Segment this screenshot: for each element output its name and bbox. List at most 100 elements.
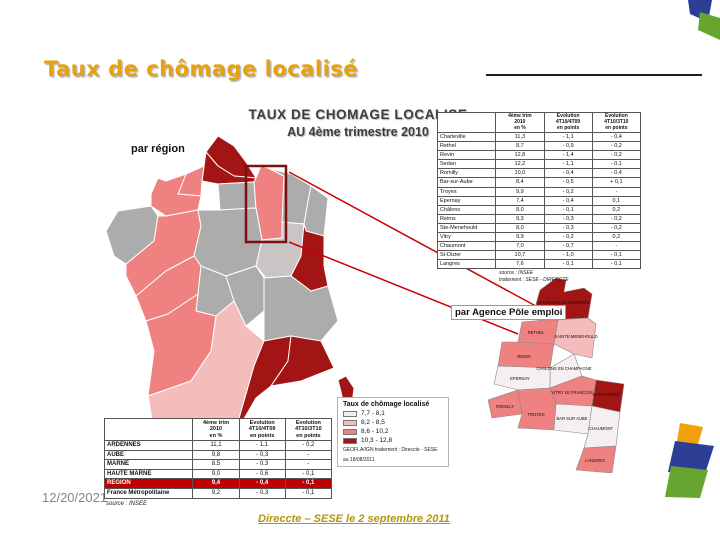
row-label: AUBE (103, 449, 194, 461)
row-value: - 0,4 (591, 132, 642, 143)
zone-label: SAINT-DIZIER (592, 392, 619, 397)
table-row: Romilly 10,0- 0,4- 0,4 (436, 168, 642, 179)
row-label: Chaumont (436, 240, 497, 251)
row-value: 9,9 (495, 231, 545, 242)
table-row: Bar-sur-Aube 8,4- 0,5 + 0,1 (436, 177, 642, 188)
table-row: Reims 9,3- 0,3- 0,2 (436, 213, 642, 224)
city-table-treatment: traitement : SESE - DIRECCTE (499, 276, 569, 283)
row-value: - 0,5 (543, 177, 593, 188)
row-value: - 0,1 (591, 249, 642, 260)
legend-label: 8,6 - 10,2 (361, 428, 389, 435)
region-basse-normandie (150, 173, 202, 217)
row-value: 9,3 (495, 213, 545, 224)
row-label: Bar-sur-Aube (436, 177, 497, 188)
row-value: - 0,2 (591, 150, 642, 161)
row-label: Châlons (436, 204, 497, 215)
table-row: Sedan 12,2- 1,1- 0,1 (436, 159, 642, 170)
page-title: Taux de chômage localisé (44, 57, 359, 81)
col-header: Evolution 4T10/3T10 en points (284, 418, 333, 441)
row-value: - 0,1 (543, 204, 593, 215)
table-row: Charleville 11,3- 1,1- 0,4 (436, 132, 642, 143)
row-value: 8,0 (495, 204, 545, 215)
slide-date: 12/20/2021 (42, 490, 108, 505)
table-row: REGION 9,4- 0,4- 0,1 (103, 478, 333, 489)
city-table-source: source : INSEE (499, 269, 534, 276)
table-row: AUBE 9,8- 0,3- (103, 449, 333, 461)
legend-item: 8,6 - 10,2 (343, 428, 444, 435)
region-logo (665, 423, 714, 498)
row-value: 7,0 (495, 240, 545, 251)
zone-epernay (493, 365, 551, 391)
col-header: 4ème trim 2010 en % (192, 418, 240, 441)
row-value: - 1,1 (543, 159, 593, 170)
row-value: - 0,3 (543, 213, 593, 224)
row-label: Romilly (436, 168, 497, 179)
col-header: Evolution 4T10/4T09 en points (238, 418, 286, 441)
logo-green-shape (665, 466, 708, 498)
row-value: - 1,1 (543, 132, 593, 143)
row-value: - 0,2 (591, 213, 642, 224)
zone-label: VITRY LE FRANCOIS (551, 390, 592, 395)
row-value: - 0,7 (543, 240, 593, 251)
row-value: 10,0 (495, 168, 545, 179)
by-agency-label: par Agence Pôle emploi (451, 305, 567, 320)
row-value: - 0,3 (238, 487, 286, 499)
legend-item: 8,2 - 8,5 (343, 419, 444, 426)
row-value: - 0,4 (238, 478, 286, 489)
dept-table-source: source : INSEE (106, 500, 148, 507)
empty-header (103, 418, 194, 441)
legend-label: 8,2 - 8,5 (361, 419, 385, 426)
row-value: 8,4 (495, 177, 545, 188)
table-row: Rethel 8,7- 0,9- 0,2 (436, 141, 642, 152)
logo-blue-shape (668, 441, 714, 474)
row-value: 0,1 (591, 195, 642, 206)
legend: Taux de chômage localisé 7,7 - 8,1 8,2 - … (337, 397, 449, 467)
row-value: - 0,3 (238, 449, 286, 461)
row-value: - 0,2 (284, 439, 333, 451)
row-value: - 0,4 (543, 168, 593, 179)
row-value: 8,7 (495, 141, 545, 152)
row-value: - 0,2 (591, 141, 642, 152)
row-label: St-Dizier (436, 249, 497, 260)
row-label: Charleville (436, 132, 497, 143)
row-value: + 0,1 (591, 177, 642, 188)
row-label: France Métropolitaine (103, 487, 194, 499)
row-value: 12,8 (495, 150, 545, 161)
row-value: 0,2 (591, 204, 642, 215)
legend-swatch (343, 437, 357, 444)
row-value: - (591, 240, 642, 251)
zone-label: CHAUMONT (589, 426, 614, 431)
france-map (106, 136, 355, 439)
legend-item: 10,3 - 12,8 (343, 437, 444, 444)
row-value: 9,4 (192, 478, 240, 489)
table-row: Revin 12,8- 1,4- 0,2 (436, 150, 642, 161)
zone-label: CHARLEVILLE-MEZIERES (538, 300, 589, 305)
row-value: 10,7 (495, 249, 545, 260)
table-row: Langres 7,6- 0,1- 0,1 (436, 258, 642, 269)
row-label: Langres (436, 258, 497, 269)
dept-table-block: 4ème trim 2010 en % Evolution 4T10/4T09 … (103, 418, 333, 507)
row-value: 9,0 (192, 468, 240, 480)
table-row: Ste-Menehould 8,0- 0,3- 0,2 (436, 222, 642, 233)
col-header: 4ème trim 2010 en % (495, 111, 545, 134)
row-value: 9,2 (192, 487, 240, 499)
row-value: - 0,6 (238, 468, 286, 480)
row-value: 7,6 (495, 258, 545, 269)
table-row: France Métropolitaine 9,2- 0,3- 0,1 (103, 487, 333, 499)
row-value: 9,9 (495, 186, 545, 197)
col-header: Evolution 4T10/3T10 en points (591, 111, 642, 134)
by-region-label: par région (131, 143, 185, 155)
city-table-block: 4ème trim 2010 en % Evolution 4T10/4T09 … (436, 111, 642, 283)
row-value: - 0,1 (591, 258, 642, 269)
row-label: Reims (436, 213, 497, 224)
zone-label: EPERNAY (510, 376, 530, 381)
legend-items: 7,7 - 8,1 8,2 - 8,5 8,6 - 10,2 10,3 - 12,8 (343, 410, 444, 444)
legend-swatch (343, 410, 357, 417)
champagne-highlight-box (244, 164, 288, 244)
table-row: ARDENNES 11,1- 1,1- 0,2 (103, 439, 333, 451)
row-label: ARDENNES (103, 439, 194, 451)
row-value: - 0,1 (284, 468, 333, 480)
row-label: Vitry (436, 231, 497, 242)
legend-swatch (343, 428, 357, 435)
